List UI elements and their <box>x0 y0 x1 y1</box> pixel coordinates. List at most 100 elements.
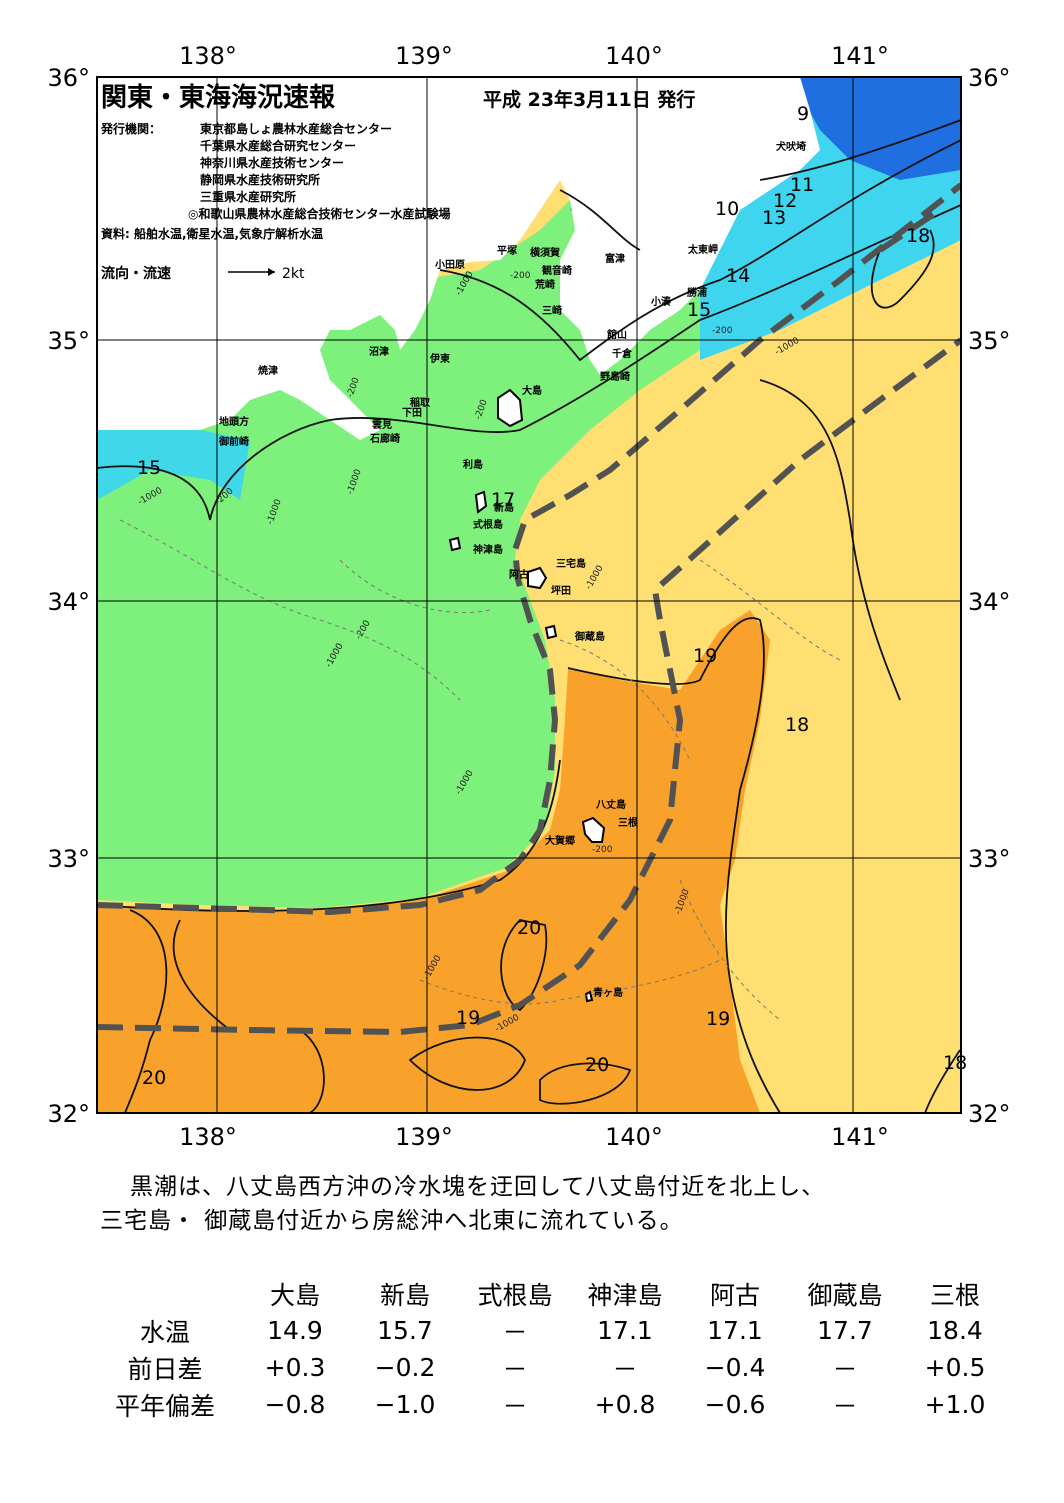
place-name: 阿古 <box>509 568 529 581</box>
publisher: 千葉県水産総合研究センター <box>200 138 356 153</box>
place-name: 千倉 <box>612 347 633 360</box>
map-svg: 138° 139° 140° 141° 138° 139° 140° 141° … <box>47 42 1011 1151</box>
table-cell: － <box>832 1354 858 1384</box>
table-cell: 15.7 <box>377 1316 433 1345</box>
place-name: 地頭方 <box>219 415 249 428</box>
table-header: 三根 <box>929 1280 980 1310</box>
cyan-band-west <box>97 430 250 500</box>
isotherms <box>97 119 961 1113</box>
longitude-labels-top: 138° 139° 140° 141° <box>179 42 889 70</box>
island-aogashima <box>584 990 594 1003</box>
island-mikurajima <box>544 624 558 640</box>
place-name: 荒崎 <box>534 278 555 291</box>
kuroshio-warm-water <box>97 610 770 1113</box>
table-cell: −1.0 <box>374 1390 436 1419</box>
place-name: 野島崎 <box>600 370 630 383</box>
place-name: 伊東 <box>429 352 450 365</box>
place-name: 稲取 <box>410 396 431 409</box>
table-cell: +0.8 <box>594 1390 656 1419</box>
sea-temperature-map: 138° 139° 140° 141° 138° 139° 140° 141° … <box>47 42 1011 1151</box>
land-honshu <box>97 77 820 440</box>
table-cell: 14.9 <box>267 1316 323 1345</box>
place-name: 御前崎 <box>218 435 249 448</box>
lat-label: 33° <box>47 845 90 873</box>
place-name: 横須賀 <box>530 246 560 259</box>
table-cell: 18.4 <box>927 1316 983 1345</box>
isotherm-value: 12 <box>773 190 797 212</box>
island-kozushima <box>448 536 462 552</box>
island-niijima <box>474 490 488 514</box>
isotherm-value: 15 <box>687 299 711 321</box>
temperature-table: 大島 新島 式根島 神津島 阿古 御蔵島 三根 水温 14.9 15.7 － 1… <box>90 1275 1010 1423</box>
row-label: 前日差 <box>127 1354 203 1384</box>
table-cell: － <box>502 1354 528 1384</box>
isotherm-value: 20 <box>142 1067 166 1089</box>
island-hachijojima <box>581 816 606 843</box>
depth-value: -200 <box>592 845 613 855</box>
table-cell: － <box>502 1317 528 1347</box>
isotherm-value: 14 <box>726 265 750 287</box>
table-cell: － <box>612 1354 638 1384</box>
lon-label: 141° <box>831 42 889 70</box>
publisher: 静岡県水産技術研究所 <box>200 172 320 187</box>
lon-label: 138° <box>179 42 237 70</box>
isotherm-value: 19 <box>693 645 717 667</box>
row-label: 水温 <box>139 1317 190 1347</box>
isotherm-value: 11 <box>790 174 814 196</box>
place-name: 利島 <box>463 458 483 471</box>
place-name: 小湊 <box>650 295 672 308</box>
isotherm-value: 19 <box>456 1007 480 1029</box>
place-name: 太東岬 <box>687 243 718 256</box>
summary-line: 三宅島・ 御蔵島付近から房総沖へ北東に流れている。 <box>100 1208 684 1234</box>
lat-label: 33° <box>968 845 1011 873</box>
longitude-labels-bottom: 138° 139° 140° 141° <box>179 1123 889 1151</box>
publisher: 東京都島しょ農林水産総合センター <box>200 121 392 136</box>
lon-label: 139° <box>395 42 453 70</box>
isotherm-value: 9 <box>797 103 809 125</box>
isotherm-value: 19 <box>706 1008 730 1030</box>
table-cell: −0.6 <box>704 1390 766 1419</box>
place-name: 富津 <box>605 252 625 265</box>
table-row: 前日差 +0.3 −0.2 － － −0.4 － +0.5 <box>90 1349 1010 1386</box>
place-name: 犬吠埼 <box>776 140 806 153</box>
lat-label: 34° <box>968 588 1011 616</box>
place-name: 大島 <box>522 384 542 397</box>
isotherm-value: 15 <box>137 457 161 479</box>
lat-label: 34° <box>47 588 90 616</box>
lat-label: 36° <box>47 64 90 92</box>
depth-value: -200 <box>510 271 531 281</box>
place-name: 三宅島 <box>556 557 586 570</box>
table-header-row: 大島 新島 式根島 神津島 阿古 御蔵島 三根 <box>90 1275 1010 1312</box>
place-name: 式根島 <box>473 518 503 531</box>
place-name: 三根 <box>618 816 638 829</box>
place-name: 御蔵島 <box>574 630 605 643</box>
place-name: 観音崎 <box>542 264 572 277</box>
data-source: 資料: 船舶水温,衛星水温,気象庁解析水温 <box>101 226 323 241</box>
isotherm-value: 13 <box>762 207 786 229</box>
publisher: 神奈川県水産技術センター <box>200 155 344 170</box>
place-name: 館山 <box>606 328 627 341</box>
lon-label: 140° <box>605 1123 663 1151</box>
table-cell: +0.5 <box>924 1353 986 1382</box>
table-cell: － <box>502 1391 528 1421</box>
lon-label: 139° <box>395 1123 453 1151</box>
table-header: 新島 <box>379 1280 430 1310</box>
depth-value: -200 <box>712 326 733 336</box>
isotherm-labels: 9 10 11 12 13 14 15 15 17 18 18 19 19 19… <box>137 103 967 1089</box>
place-name: 新島 <box>494 501 514 514</box>
place-name: 神津島 <box>473 543 503 556</box>
map-frame <box>96 76 962 1114</box>
lat-label: 35° <box>47 327 90 355</box>
place-name: 焼津 <box>258 364 278 377</box>
table-cell: −0.2 <box>374 1353 436 1382</box>
lon-label: 140° <box>605 42 663 70</box>
isotherm-value: 17 <box>491 489 515 511</box>
table-cell: −0.4 <box>704 1353 766 1382</box>
lon-label: 141° <box>831 1123 889 1151</box>
latitude-labels-left: 36° 35° 34° 33° 32° <box>47 64 90 1128</box>
table-header: 式根島 <box>477 1280 553 1310</box>
legend-label: 流向・流速 <box>101 265 171 282</box>
isotherm-value: 10 <box>715 198 739 220</box>
latitude-labels-right: 36° 35° 34° 33° 32° <box>968 64 1011 1128</box>
legend-speed: 2kt <box>282 266 305 282</box>
